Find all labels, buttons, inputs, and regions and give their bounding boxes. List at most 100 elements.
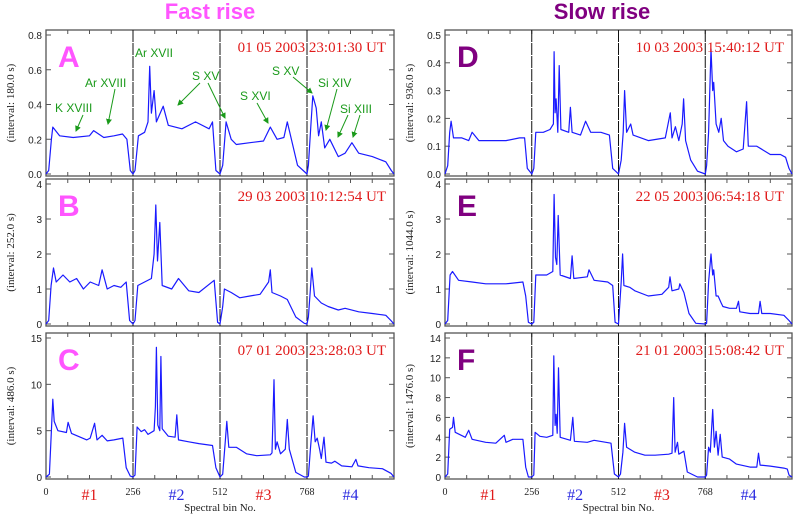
y-tick-label: 4 [36, 180, 42, 191]
channel-label: #2 [169, 487, 185, 504]
observation-date: 01 05 2003 23:01:30 UT [238, 40, 386, 56]
line-label: Ar XVIII [85, 76, 126, 90]
observation-date: 21 01 2003 15:08:42 UT [636, 343, 784, 359]
y-tick-label: 0.4 [28, 101, 42, 112]
y-tick-label: 1 [36, 285, 42, 296]
y-tick-label: 2 [36, 250, 42, 261]
y-tick-label: 15 [31, 334, 43, 345]
fast-rise-title: Fast rise [165, 0, 256, 24]
arrow-icon [351, 114, 361, 138]
arrow-icon [177, 82, 201, 106]
panel-letter: F [457, 344, 475, 377]
line-label: Si XIV [318, 76, 351, 90]
channel-label: #3 [654, 487, 670, 504]
spectrum-line-A [45, 65, 395, 175]
arrow-icon [75, 114, 84, 132]
y-tick-label: 0.4 [427, 59, 441, 70]
y-axis-label: (interval: 1476.0 s) [404, 364, 416, 448]
x-tick-label: 0 [44, 487, 49, 498]
y-tick-label: 10 [430, 374, 442, 385]
y-tick-label: 0 [435, 320, 441, 331]
y-tick-label: 0.1 [427, 142, 441, 153]
slow-rise-title: Slow rise [554, 0, 651, 24]
arrow-icon [324, 88, 338, 131]
spectrum-line-C [45, 346, 395, 478]
y-tick-label: 5 [36, 427, 42, 438]
line-label: S XV [192, 69, 219, 83]
y-tick-label: 3 [36, 215, 42, 226]
x-tick-label: 512 [611, 487, 626, 498]
observation-date: 22 05 2003 06:54:18 UT [636, 189, 784, 205]
y-tick-label: 0 [435, 473, 441, 484]
observation-date: 07 01 2003 23:28:03 UT [238, 343, 386, 359]
x-tick-label: 0 [443, 487, 448, 498]
x-axis-label: Spectral bin No. [184, 502, 256, 514]
arrow-icon [292, 76, 313, 94]
panel-C: 0 5 10 15 (interval: 486.0 s) C 07 01 2003 23:… [5, 332, 395, 484]
y-axis-label: (interval: 252.0 s) [5, 213, 17, 292]
line-label: K XVIII [55, 101, 92, 115]
observation-date: 29 03 2003 10:12:54 UT [238, 189, 386, 205]
y-tick-label: 0.5 [427, 31, 441, 42]
arrow-icon [207, 82, 226, 119]
y-tick-label: 6 [435, 413, 441, 424]
y-axis-label: (interval: 936.0 s) [404, 63, 416, 142]
y-tick-label: 0.6 [28, 66, 42, 77]
y-tick-label: 0.2 [28, 135, 42, 146]
y-tick-label: 4 [435, 433, 441, 444]
y-tick-label: 0 [36, 320, 42, 331]
panel-F: 0 2 4 6 8 10 12 14 (interval: 1476.0 s) F 21 01 20… [404, 332, 793, 484]
channel-label: #3 [256, 487, 272, 504]
panel-D: 0.0 0.1 0.2 0.3 0.4 0.5 (interval: 936.0 s) D 10… [404, 29, 793, 181]
x-tick-label: 256 [524, 487, 539, 498]
y-tick-label: 0.0 [28, 170, 42, 181]
panel-letter: A [58, 41, 80, 74]
x-tick-label: 768 [300, 487, 315, 498]
y-tick-label: 4 [435, 180, 441, 191]
x-axis-label: Spectral bin No. [583, 502, 655, 514]
panel-letter: E [457, 190, 477, 223]
x-tick-label: 256 [126, 487, 141, 498]
y-axis-label: (interval: 1044.0 s) [404, 210, 416, 294]
arrow-icon [337, 114, 349, 138]
y-tick-label: 0.8 [28, 31, 42, 42]
panel-B: 0 1 2 3 4 (interval: 252.0 s) B 29 03 2003 10:1… [5, 178, 395, 331]
line-label: S XVI [240, 89, 271, 103]
y-tick-label: 10 [31, 380, 43, 391]
x-tick-label: 768 [698, 487, 713, 498]
y-tick-label: 3 [435, 215, 441, 226]
channel-label: #4 [343, 487, 359, 504]
channel-label: #2 [567, 487, 583, 504]
panel-E: 0 1 2 3 4 (interval: 1044.0 s) E 22 05 2003 06:… [404, 178, 793, 331]
panel-A: 0.0 0.2 0.4 0.6 0.8 (interval: 180.0 s) A 01 05… [5, 29, 395, 181]
y-tick-label: 2 [435, 250, 441, 261]
spectrum-line-B [45, 204, 395, 325]
line-label: S XV [272, 64, 299, 78]
y-tick-label: 0 [36, 473, 42, 484]
y-tick-label: 8 [435, 394, 441, 405]
y-tick-label: 0.3 [427, 87, 441, 98]
arrow-icon [106, 88, 116, 125]
y-tick-label: 2 [435, 453, 441, 464]
y-tick-label: 14 [430, 334, 442, 345]
y-axis-label: (interval: 486.0 s) [5, 366, 17, 445]
channel-label: #4 [741, 487, 757, 504]
y-tick-label: 12 [430, 354, 442, 365]
panels: 0.00.20.40.60.8(interval: 180.0 s)A 01 05… [5, 29, 793, 484]
line-label: Si XIII [340, 102, 372, 116]
spectrum-line-E [444, 193, 793, 325]
line-label: Ar XVII [135, 46, 173, 60]
panel-letter: D [457, 41, 479, 74]
x-axes: 0 256 512 768 #1 #2 #3 #4 Spectral bin No. 0 256 51… [44, 487, 757, 514]
y-tick-label: 0.2 [427, 114, 441, 125]
y-tick-label: 0.0 [427, 170, 441, 181]
y-tick-label: 1 [435, 285, 441, 296]
channel-label: #1 [480, 487, 496, 504]
arrow-icon [256, 102, 269, 124]
channel-label: #1 [82, 487, 98, 504]
spectrum-line-F [444, 355, 793, 478]
x-tick-label: 512 [213, 487, 228, 498]
observation-date: 10 03 2003 15:40:12 UT [636, 40, 784, 56]
